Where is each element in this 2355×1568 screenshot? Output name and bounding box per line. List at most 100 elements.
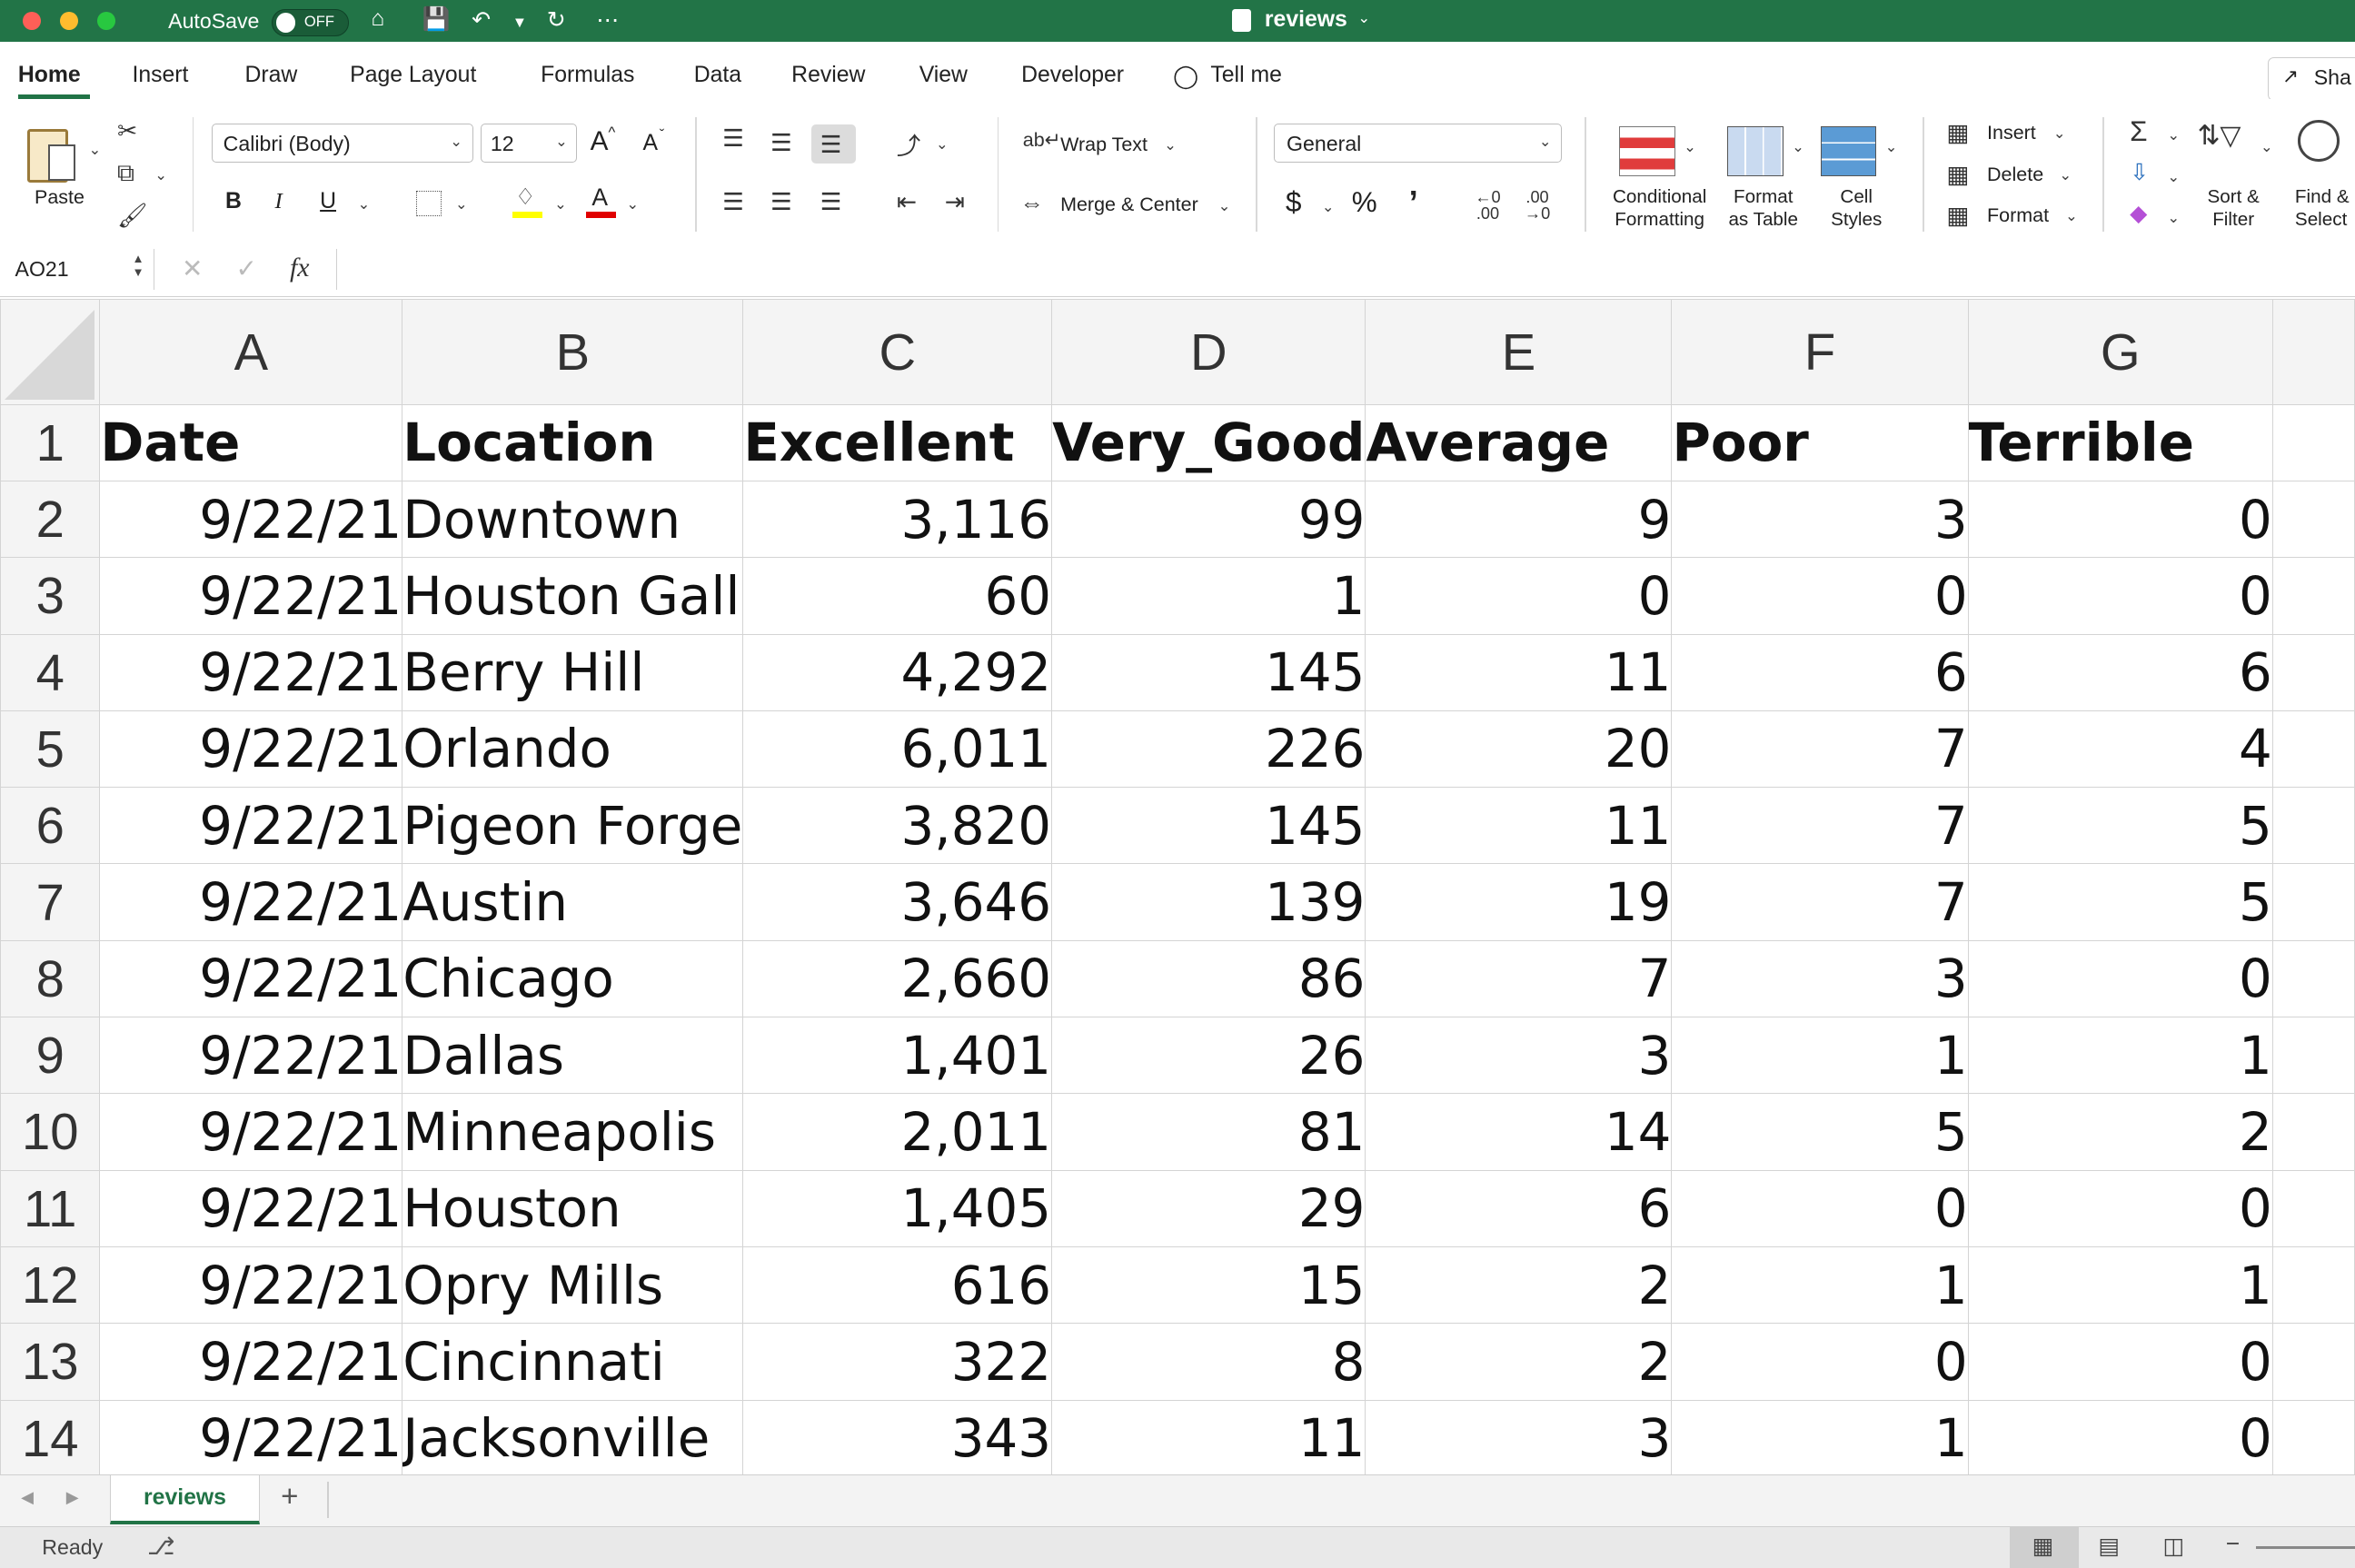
shrink-font-button[interactable]: A (642, 130, 659, 155)
row-header[interactable]: 8 (0, 939, 101, 1018)
autosum-dropdown-icon[interactable]: ⌄ (2167, 125, 2181, 144)
conditional-formatting-label-2[interactable]: Formatting (1615, 208, 1705, 230)
format-as-table-label-2[interactable]: as Table (1728, 208, 1799, 230)
table-cell[interactable]: 0 (1671, 557, 1969, 635)
table-cell[interactable] (2271, 1323, 2355, 1401)
column-header-h[interactable] (2271, 298, 2355, 405)
table-cell[interactable]: 60 (742, 557, 1053, 635)
formula-input[interactable] (336, 249, 2355, 291)
table-cell[interactable]: 7 (1671, 710, 1969, 789)
row-header[interactable]: 1 (0, 403, 101, 481)
column-header-f[interactable]: F (1671, 298, 1969, 405)
table-cell[interactable]: 4,292 (742, 633, 1053, 711)
table-cell[interactable]: 8 (1051, 1323, 1366, 1401)
font-color-icon[interactable]: A (585, 184, 619, 220)
cancel-icon[interactable]: ✕ (182, 254, 204, 283)
zoom-slider[interactable] (2255, 1546, 2355, 1550)
table-cell[interactable]: 29 (1051, 1169, 1366, 1247)
table-cell[interactable]: 6 (1967, 633, 2273, 711)
share-button[interactable]: ↗ Sha (2268, 56, 2355, 102)
minimize-window-button[interactable] (60, 12, 78, 31)
merge-center-dropdown-icon[interactable]: ⌄ (1217, 196, 1231, 214)
header-cell[interactable]: Date (99, 403, 403, 481)
header-cell[interactable]: Average (1365, 403, 1673, 481)
tab-developer[interactable]: Developer (1021, 63, 1125, 88)
table-cell[interactable] (2271, 403, 2355, 481)
table-cell[interactable]: 9/22/21 (99, 480, 403, 559)
page-layout-view-icon[interactable]: ▤ (2098, 1534, 2120, 1560)
underline-dropdown-icon[interactable]: ⌄ (357, 194, 371, 213)
align-bottom-button[interactable]: ☰ (810, 124, 857, 164)
table-cell[interactable]: 0 (1967, 557, 2273, 635)
table-cell[interactable]: 0 (1365, 557, 1673, 635)
home-icon[interactable]: ⌂ (371, 5, 385, 31)
conditional-formatting-label-1[interactable]: Conditional (1612, 185, 1707, 207)
table-cell[interactable] (2271, 1399, 2355, 1477)
table-cell[interactable]: 14 (1365, 1093, 1673, 1171)
table-cell[interactable]: 19 (1365, 863, 1673, 941)
insert-cells-dropdown-icon[interactable]: ⌄ (2052, 124, 2066, 143)
delete-cells-dropdown-icon[interactable]: ⌄ (2059, 166, 2072, 184)
table-cell[interactable] (2271, 710, 2355, 789)
table-cell[interactable]: 9/22/21 (99, 939, 403, 1018)
delete-cells-button[interactable]: Delete (1987, 164, 2044, 186)
zoom-out-icon[interactable]: − (2225, 1529, 2241, 1557)
normal-view-button[interactable]: ▦ (2009, 1526, 2079, 1568)
close-window-button[interactable] (22, 12, 41, 31)
format-as-table-dropdown-icon[interactable]: ⌄ (1792, 138, 1804, 156)
paste-button[interactable]: Paste (35, 185, 84, 208)
align-right-icon[interactable]: ☰ (820, 187, 842, 215)
table-cell[interactable]: 2 (1365, 1323, 1673, 1401)
row-header[interactable]: 4 (0, 633, 101, 711)
bold-button[interactable]: B (224, 189, 242, 214)
fill-color-dropdown-icon[interactable]: ⌄ (553, 194, 567, 213)
table-cell[interactable]: 226 (1051, 710, 1366, 789)
table-cell[interactable]: 0 (1967, 1399, 2273, 1477)
cell-styles-label-1[interactable]: Cell (1840, 185, 1873, 207)
borders-dropdown-icon[interactable]: ⌄ (454, 194, 468, 213)
tell-me-search[interactable]: Tell me (1210, 63, 1282, 88)
table-cell[interactable]: 3,820 (742, 787, 1053, 865)
header-cell[interactable]: Very_Good (1051, 403, 1366, 481)
currency-button[interactable]: $ (1286, 185, 1302, 218)
tab-insert[interactable]: Insert (132, 63, 189, 88)
tab-page-layout[interactable]: Page Layout (350, 63, 477, 88)
tab-data[interactable]: Data (693, 63, 742, 88)
cut-icon[interactable]: ✂ (116, 116, 138, 144)
column-header-a[interactable]: A (99, 298, 403, 405)
table-cell[interactable]: 9/22/21 (99, 863, 403, 941)
name-box[interactable]: AO21 ▲ ▼ (0, 249, 154, 291)
column-header-g[interactable]: G (1967, 298, 2273, 405)
table-cell[interactable]: Houston Gall (402, 557, 744, 635)
undo-dropdown-icon[interactable]: ▼ (512, 13, 528, 31)
table-cell[interactable]: 9/22/21 (99, 710, 403, 789)
orientation-icon[interactable]: ⤴ (896, 132, 921, 160)
paste-icon[interactable] (26, 124, 76, 184)
table-cell[interactable]: 9/22/21 (99, 1093, 403, 1171)
tab-view[interactable]: View (919, 63, 968, 88)
table-cell[interactable]: 1 (1967, 1245, 2273, 1325)
enter-icon[interactable]: ✓ (235, 254, 258, 283)
insert-function-button[interactable]: fx (290, 252, 310, 283)
table-cell[interactable]: 9/22/21 (99, 787, 403, 865)
zoom-window-button[interactable] (97, 12, 116, 31)
underline-button[interactable]: U (320, 189, 337, 214)
table-cell[interactable]: 0 (1671, 1169, 1969, 1247)
table-cell[interactable]: 2 (1365, 1245, 1673, 1325)
table-cell[interactable]: 20 (1365, 710, 1673, 789)
table-cell[interactable] (2271, 863, 2355, 941)
add-sheet-button[interactable]: + (281, 1480, 299, 1514)
table-cell[interactable]: 3,116 (742, 480, 1053, 559)
table-cell[interactable]: 9/22/21 (99, 1017, 403, 1095)
table-cell[interactable]: Chicago (402, 939, 744, 1018)
insert-cells-button[interactable]: Insert (1987, 121, 2036, 144)
row-header[interactable]: 3 (0, 557, 101, 635)
comma-style-button[interactable]: ’ (1408, 183, 1418, 221)
align-middle-icon[interactable]: ☰ (770, 129, 792, 157)
row-header[interactable]: 6 (0, 787, 101, 865)
table-cell[interactable]: Jacksonville (402, 1399, 744, 1477)
table-cell[interactable] (2271, 939, 2355, 1018)
table-cell[interactable] (2271, 1245, 2355, 1325)
align-center-icon[interactable]: ☰ (770, 187, 792, 215)
number-format-dropdown[interactable]: General ⌄ (1273, 123, 1563, 163)
